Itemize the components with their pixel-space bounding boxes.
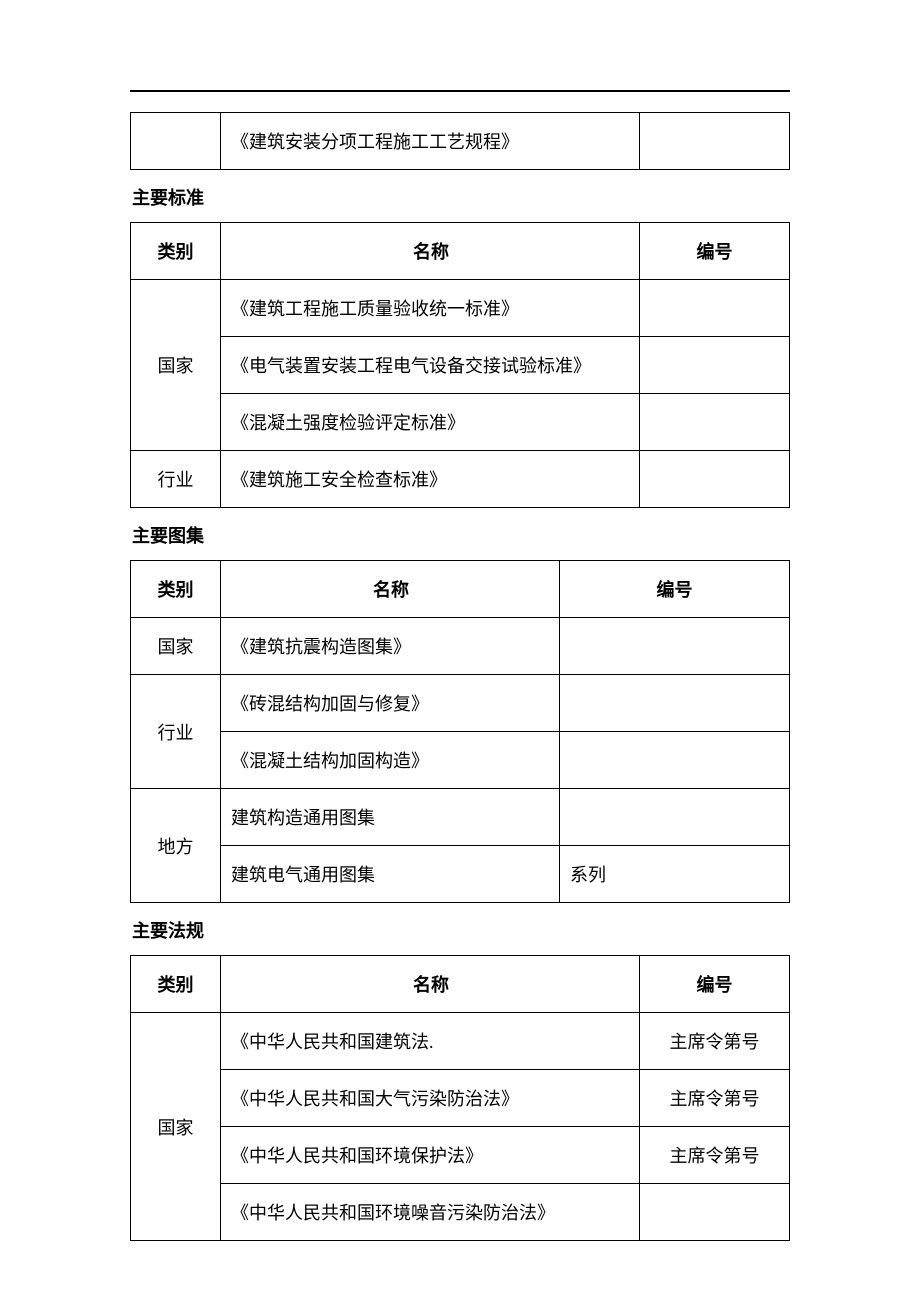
table-row: 《建筑安装分项工程施工工艺规程》 [131,113,790,170]
cell-name: 《电气装置安装工程电气设备交接试验标准》 [221,337,640,394]
cell-category: 地方 [131,789,221,903]
cell-category: 国家 [131,618,221,675]
table-row: 建筑电气通用图集 系列 [131,846,790,903]
header-category: 类别 [131,223,221,280]
cell-name: 《建筑安装分项工程施工工艺规程》 [221,113,640,170]
header-name: 名称 [221,561,560,618]
cell-category: 国家 [131,1013,221,1241]
cell-name: 《建筑抗震构造图集》 [221,618,560,675]
header-category: 类别 [131,956,221,1013]
cell-code: 主席令第号 [640,1070,790,1127]
fragment-table: 《建筑安装分项工程施工工艺规程》 [130,112,790,170]
atlas-table: 类别 名称 编号 国家 《建筑抗震构造图集》 行业 《砖混结构加固与修复》 《混… [130,560,790,903]
section-heading-standards: 主要标准 [132,184,790,210]
cell-code [560,618,790,675]
header-name: 名称 [221,223,640,280]
table-row: 《中华人民共和国大气污染防治法》 主席令第号 [131,1070,790,1127]
table-row: 地方 建筑构造通用图集 [131,789,790,846]
cell-category: 行业 [131,675,221,789]
cell-category [131,113,221,170]
table-row: 行业 《建筑施工安全检查标准》 [131,451,790,508]
cell-code [640,451,790,508]
cell-code [560,789,790,846]
cell-name: 建筑构造通用图集 [221,789,560,846]
cell-name: 《中华人民共和国大气污染防治法》 [221,1070,640,1127]
cell-name: 《混凝土强度检验评定标准》 [221,394,640,451]
cell-code: 主席令第号 [640,1013,790,1070]
header-code: 编号 [640,223,790,280]
cell-name: 建筑电气通用图集 [221,846,560,903]
page-top-rule [130,90,790,92]
header-code: 编号 [640,956,790,1013]
cell-category: 行业 [131,451,221,508]
header-category: 类别 [131,561,221,618]
table-row: 《混凝土结构加固构造》 [131,732,790,789]
cell-name: 《中华人民共和国环境噪音污染防治法》 [221,1184,640,1241]
table-row: 《电气装置安装工程电气设备交接试验标准》 [131,337,790,394]
cell-name: 《砖混结构加固与修复》 [221,675,560,732]
cell-code [640,394,790,451]
table-header-row: 类别 名称 编号 [131,223,790,280]
cell-code [640,280,790,337]
table-row: 《混凝土强度检验评定标准》 [131,394,790,451]
laws-table: 类别 名称 编号 国家 《中华人民共和国建筑法. 主席令第号 《中华人民共和国大… [130,955,790,1241]
cell-code [640,337,790,394]
section-heading-atlas: 主要图集 [132,522,790,548]
table-header-row: 类别 名称 编号 [131,561,790,618]
table-row: 行业 《砖混结构加固与修复》 [131,675,790,732]
cell-code [640,113,790,170]
cell-name: 《中华人民共和国建筑法. [221,1013,640,1070]
table-header-row: 类别 名称 编号 [131,956,790,1013]
cell-code [560,732,790,789]
cell-name: 《建筑工程施工质量验收统一标准》 [221,280,640,337]
cell-name: 《混凝土结构加固构造》 [221,732,560,789]
cell-code: 主席令第号 [640,1127,790,1184]
table-row: 《中华人民共和国环境噪音污染防治法》 [131,1184,790,1241]
cell-name: 《建筑施工安全检查标准》 [221,451,640,508]
table-row: 《中华人民共和国环境保护法》 主席令第号 [131,1127,790,1184]
cell-code: 系列 [560,846,790,903]
cell-code [560,675,790,732]
standards-table: 类别 名称 编号 国家 《建筑工程施工质量验收统一标准》 《电气装置安装工程电气… [130,222,790,508]
cell-code [640,1184,790,1241]
header-name: 名称 [221,956,640,1013]
cell-name: 《中华人民共和国环境保护法》 [221,1127,640,1184]
table-row: 国家 《中华人民共和国建筑法. 主席令第号 [131,1013,790,1070]
table-row: 国家 《建筑工程施工质量验收统一标准》 [131,280,790,337]
table-row: 国家 《建筑抗震构造图集》 [131,618,790,675]
header-code: 编号 [560,561,790,618]
section-heading-laws: 主要法规 [132,917,790,943]
cell-category: 国家 [131,280,221,451]
